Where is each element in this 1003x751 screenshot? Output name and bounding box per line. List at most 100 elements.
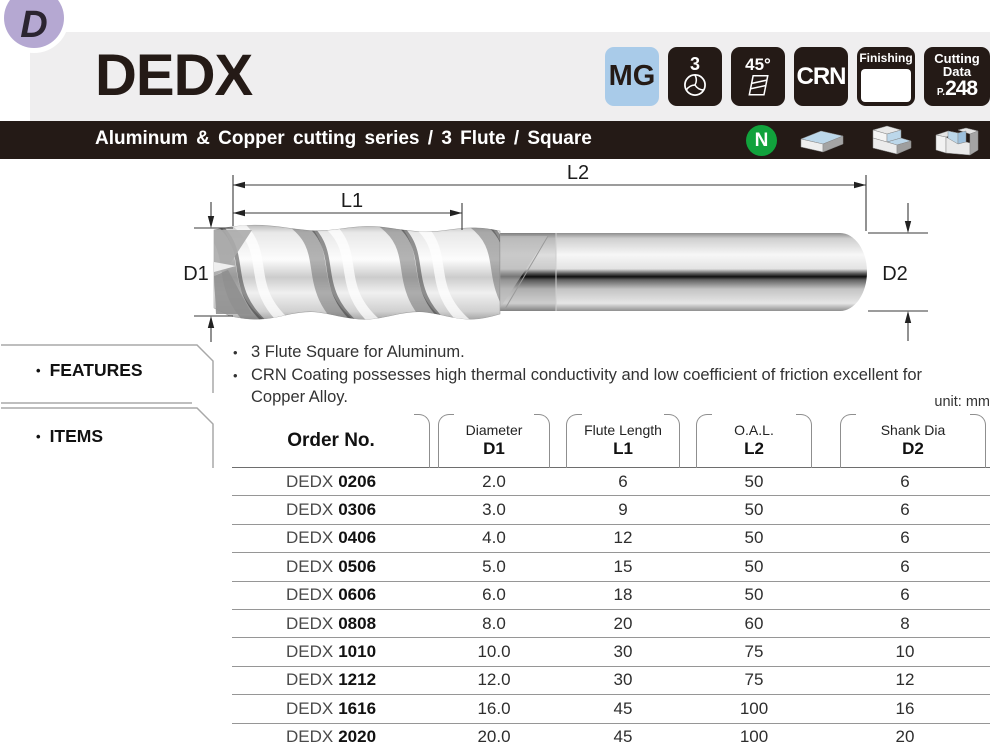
flute-length-cell: 15 (613, 556, 633, 576)
oal-cell: 50 (744, 556, 764, 576)
features-tab-label: FEATURES (49, 360, 143, 380)
oal-cell: 50 (744, 585, 764, 605)
diameter-cell: 10.0 (477, 642, 511, 662)
column-header-shank-dia: Shank Dia D2 (840, 414, 986, 468)
oal-cell: 75 (744, 670, 764, 690)
shank-dia-cell: 8 (900, 613, 910, 633)
diameter-cell: 5.0 (482, 556, 506, 576)
flute-count-badge: 3 (668, 47, 722, 106)
bullet-icon: • (36, 429, 41, 444)
oal-cell: 100 (739, 698, 769, 718)
unit-note: unit: mm (934, 394, 990, 410)
diameter-cell: 2.0 (482, 471, 506, 491)
flute-length-cell: 45 (613, 698, 633, 718)
shank (470, 233, 867, 311)
order-no-cell: DEDX 2020 (285, 727, 377, 747)
oal-cell: 100 (739, 727, 769, 747)
diameter-cell: 12.0 (477, 670, 511, 690)
diameter-cell: 16.0 (477, 698, 511, 718)
table-row: DEDX 0206 2.0 6 50 6 (232, 468, 990, 497)
svg-text:D1: D1 (183, 263, 209, 285)
finishing-swatch (861, 69, 911, 102)
n-mark-icon: N (746, 125, 777, 156)
helix-angle-badge: 45° (731, 47, 785, 106)
section-letter-badge: D (4, 0, 64, 48)
oal-cell: 60 (744, 613, 764, 633)
flute-length-cell: 30 (613, 670, 633, 690)
table-row: DEDX 2020 20.0 45 100 20 (232, 724, 990, 751)
series-description: Aluminum & Copper cutting series / 3 Flu… (95, 128, 592, 149)
table-row: DEDX 0808 8.0 20 60 8 (232, 610, 990, 639)
order-no-cell: DEDX 0808 (285, 613, 377, 633)
flutes (213, 224, 501, 320)
table-body: DEDX 0206 2.0 6 50 6 DEDX 0306 3.0 9 50 6 … (232, 468, 990, 751)
shank-dia-cell: 6 (900, 585, 910, 605)
column-header-order-no: Order No. (232, 414, 430, 468)
shank-dia-cell: 16 (895, 698, 915, 718)
coating-badge: CRN (794, 47, 848, 106)
shank-dia-cell: 20 (895, 727, 915, 747)
diameter-cell: 4.0 (482, 528, 506, 548)
diameter-cell: 20.0 (477, 727, 511, 747)
features-list: • 3 Flute Square for Aluminum. • CRN Coa… (233, 341, 955, 408)
table-row: DEDX 0306 3.0 9 50 6 (232, 496, 990, 525)
items-table: Order No. Diameter D1 Flute Length L1 O.… (232, 414, 990, 751)
dimension-arrowheads (207, 181, 912, 328)
order-no-cell: DEDX 0606 (285, 585, 377, 605)
oal-cell: 50 (744, 471, 764, 491)
order-no-cell: DEDX 1212 (285, 670, 377, 690)
bullet-icon: • (233, 345, 238, 360)
finishing-badge: Finishing (857, 47, 915, 106)
column-header-oal: O.A.L. L2 (696, 414, 812, 468)
feature-text: CRN Coating possesses high thermal condu… (251, 366, 923, 406)
endmill-diagram: L2 L1 D1 D2 (183, 162, 928, 342)
oal-cell: 50 (744, 528, 764, 548)
facing-application-icon (800, 130, 844, 153)
bullet-icon: • (36, 363, 41, 378)
shank-dia-cell: 6 (900, 500, 910, 520)
feature-text: 3 Flute Square for Aluminum. (251, 343, 465, 361)
section-letter: D (20, 3, 48, 46)
order-no-cell: DEDX 1010 (285, 642, 377, 662)
material-grade-badge: MG (605, 47, 659, 106)
table-row: DEDX 1212 12.0 30 75 12 (232, 667, 990, 696)
flute-length-cell: 30 (613, 642, 633, 662)
order-no-cell: DEDX 0206 (285, 471, 377, 491)
diameter-cell: 6.0 (482, 585, 506, 605)
flute-length-cell: 45 (613, 727, 633, 747)
table-row: DEDX 0606 6.0 18 50 6 (232, 582, 990, 610)
helix-angle-icon (748, 74, 769, 96)
table-row: DEDX 1616 16.0 45 100 16 (232, 695, 990, 724)
shank-dia-cell: 12 (895, 670, 915, 690)
table-row: DEDX 1010 10.0 30 75 10 (232, 638, 990, 667)
svg-text:L1: L1 (341, 190, 363, 212)
cutting-data-badge: Cutting Data P.248 (924, 47, 990, 106)
features-tab: • FEATURES (0, 341, 222, 407)
dimension-lines (194, 175, 928, 342)
order-no-cell: DEDX 0406 (285, 528, 377, 548)
svg-text:D2: D2 (882, 263, 908, 285)
step-application-icon (872, 125, 912, 155)
flute-cross-section-icon (684, 73, 706, 96)
diameter-cell: 3.0 (482, 500, 506, 520)
table-header: Order No. Diameter D1 Flute Length L1 O.… (232, 414, 990, 468)
bullet-icon: • (233, 368, 238, 383)
order-no-cell: DEDX 1616 (285, 698, 377, 718)
features-tab-outline (1, 344, 214, 404)
diameter-cell: 8.0 (482, 613, 506, 633)
series-title: DEDX (95, 43, 253, 108)
flute-length-cell: 12 (613, 528, 633, 548)
flute-length-cell: 18 (613, 585, 633, 605)
shank-dia-cell: 6 (900, 528, 910, 548)
feature-item: • 3 Flute Square for Aluminum. (233, 341, 955, 364)
spec-badges: MG 3 45° CRN (605, 47, 990, 106)
dimension-labels: L2 L1 D1 D2 (183, 162, 908, 285)
shank-dia-cell: 10 (895, 642, 915, 662)
oal-cell: 75 (744, 642, 764, 662)
items-tab: • ITEMS (0, 404, 222, 470)
column-header-diameter: Diameter D1 (438, 414, 550, 468)
order-no-cell: DEDX 0306 (285, 500, 377, 520)
flute-length-cell: 6 (618, 471, 628, 491)
svg-text:L2: L2 (567, 162, 589, 184)
